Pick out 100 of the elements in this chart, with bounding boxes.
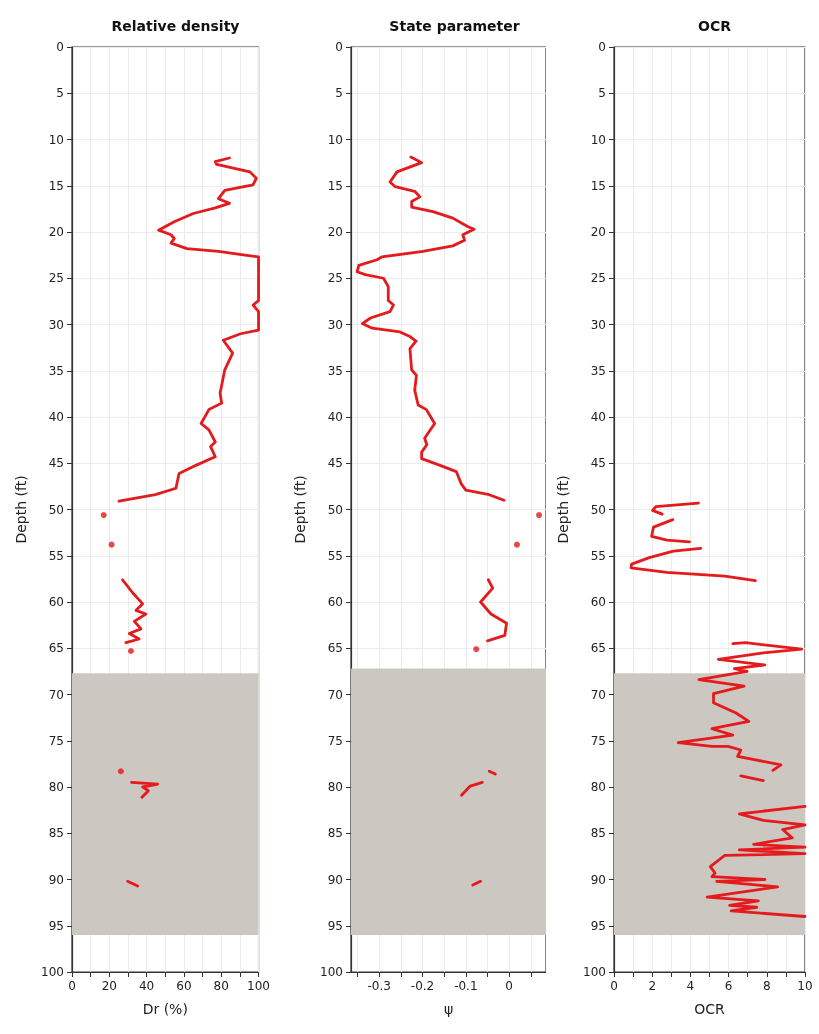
line-series (651, 501, 700, 516)
y-tick-label: 15 (48, 178, 64, 193)
y-tick-label: 15 (590, 178, 606, 193)
chart-title: OCR (698, 18, 732, 34)
line-series (629, 546, 757, 583)
y-tick-label: 45 (48, 456, 64, 471)
y-tick-label: 45 (590, 456, 606, 471)
y-tick-label: 35 (590, 363, 606, 378)
x-tick-label: 60 (176, 979, 192, 993)
line-series (121, 578, 148, 645)
y-tick-label: 85 (48, 826, 64, 841)
y-tick-label: 75 (590, 733, 606, 748)
point (117, 768, 124, 775)
y-tick-label: 90 (327, 872, 343, 887)
x-tick-label: 6 (724, 979, 733, 993)
y-tick-label: 50 (327, 502, 343, 517)
y-tick-label: 70 (327, 687, 343, 702)
x-tick-label: 2 (648, 979, 657, 993)
line-series (117, 156, 260, 503)
x-tick-label: 0 (505, 979, 513, 993)
x-tick-label: 8 (762, 979, 771, 993)
y-tick-label: 30 (327, 317, 343, 332)
y-tick-label: 30 (590, 317, 606, 332)
line-series (650, 518, 691, 544)
y-tick-label: 75 (48, 733, 64, 748)
x-tick-label: 100 (247, 979, 270, 993)
y-tick-label: 65 (48, 641, 64, 656)
y-tick-label: 85 (327, 826, 343, 841)
y-tick-label: 80 (48, 780, 64, 794)
y-tick-label: 0 (598, 40, 606, 54)
point (100, 512, 107, 519)
y-tick-label: 50 (48, 502, 64, 517)
line-series (705, 805, 807, 918)
x-tick-label: 20 (101, 979, 117, 993)
y-tick-label: 60 (327, 595, 343, 609)
chart-title: Relative density (111, 18, 240, 34)
y-tick-label: 20 (590, 225, 606, 239)
y-tick-label: 75 (327, 733, 343, 748)
y-tick-label: 100 (41, 965, 64, 979)
y-tick-label: 95 (590, 918, 606, 933)
y-tick-label: 65 (327, 641, 343, 656)
y-tick-label: 70 (590, 687, 606, 702)
line-series (479, 578, 508, 643)
x-tick-label: -0.2 (410, 979, 435, 993)
y-tick-label: 0 (335, 40, 343, 54)
y-tick-label: 95 (327, 918, 343, 933)
y-tick-label: 35 (327, 363, 343, 378)
y-tick-label: 20 (48, 225, 64, 239)
y-tick-label: 100 (583, 965, 606, 979)
y-axis-title: Depth (ft) (13, 475, 29, 544)
y-tick-label: 90 (48, 872, 64, 887)
point (536, 512, 543, 519)
y-tick-label: 5 (335, 86, 343, 101)
y-tick-label: 45 (327, 456, 343, 471)
y-tick-label: 55 (48, 548, 64, 563)
y-axis-title: Depth (ft) (292, 475, 308, 544)
y-tick-label: 80 (590, 780, 606, 794)
point (127, 648, 134, 655)
y-tick-label: 65 (590, 641, 606, 656)
y-tick-label: 55 (327, 548, 343, 563)
y-tick-label: 60 (590, 595, 606, 609)
x-axis-title: OCR (694, 1001, 726, 1017)
point (473, 646, 480, 653)
x-tick-label: 0 (68, 979, 76, 993)
y-tick-label: 80 (327, 780, 343, 794)
chart-title: State parameter (389, 18, 520, 34)
x-tick-label: 0 (610, 979, 618, 993)
y-tick-label: 40 (590, 410, 606, 424)
x-tick-label: 40 (138, 979, 155, 993)
x-tick-label: 10 (797, 979, 813, 993)
y-tick-label: 5 (56, 86, 64, 101)
y-tick-label: 25 (48, 271, 64, 286)
x-axis-title: ψ (443, 1001, 454, 1017)
x-axis-title: Dr (%) (142, 1001, 188, 1017)
y-tick-label: 95 (48, 918, 64, 933)
y-tick-label: 70 (48, 687, 64, 702)
y-tick-label: 100 (320, 965, 343, 979)
line-series (130, 780, 160, 799)
line-series (676, 641, 804, 772)
y-tick-label: 5 (598, 86, 606, 101)
y-axis-title: Depth (ft) (555, 475, 571, 544)
x-tick-label: 80 (213, 979, 229, 993)
y-tick-label: 20 (327, 225, 343, 239)
y-tick-label: 10 (590, 132, 606, 147)
y-tick-label: 85 (590, 826, 606, 841)
line-series (355, 155, 506, 502)
y-tick-label: 40 (327, 410, 343, 424)
x-tick-label: 4 (686, 979, 695, 993)
point (513, 541, 520, 548)
y-tick-label: 90 (590, 872, 606, 887)
x-tick-label: -0.3 (367, 979, 391, 993)
y-tick-label: 55 (590, 548, 606, 563)
y-tick-label: 15 (327, 178, 343, 193)
y-tick-label: 25 (590, 271, 606, 286)
y-tick-label: 50 (590, 502, 606, 517)
y-tick-label: 30 (48, 317, 64, 332)
x-tick-label: -0.1 (454, 979, 478, 993)
y-tick-label: 60 (48, 595, 64, 609)
y-tick-label: 10 (48, 132, 64, 147)
y-tick-label: 10 (327, 132, 343, 147)
